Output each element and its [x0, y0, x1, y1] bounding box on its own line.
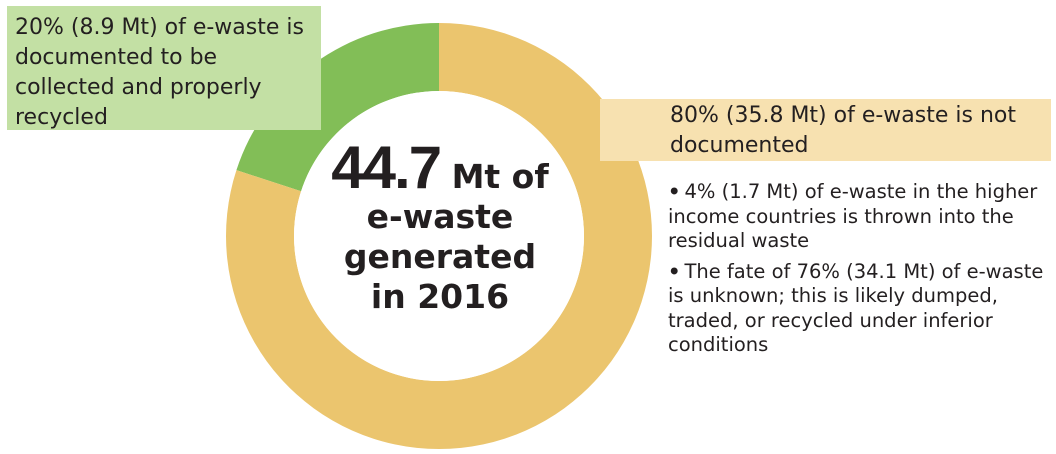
donut-hole — [294, 91, 584, 381]
center-line-2: e-waste — [366, 197, 514, 236]
bullet-item: • 4% (1.7 Mt) of e-waste in the higher in… — [668, 180, 1038, 252]
total-unit: Mt of — [451, 157, 549, 196]
center-line-3: generated — [343, 237, 537, 276]
total-number: 44.7 — [331, 134, 442, 201]
slice-not-documented — [226, 23, 652, 449]
fate-bullet-list: • 4% (1.7 Mt) of e-waste in the higher in… — [668, 180, 1054, 364]
slice-documented-recycled — [236, 23, 439, 192]
not-documented-callout: 80% (35.8 Mt) of e-waste is not document… — [600, 99, 1051, 161]
bullet-text-unknown: The fate of 76% (34.1 Mt) of e-waste is … — [668, 259, 1044, 357]
center-line-4: in 2016 — [370, 277, 510, 316]
center-label: 44.7 Mt of e-waste generated in 2016 — [296, 138, 584, 317]
bullet-text-residual: 4% (1.7 Mt) of e-waste in the higher inc… — [668, 180, 1038, 252]
bullet-item: • The fate of 76% (34.1 Mt) of e-waste is… — [668, 259, 1044, 357]
documented-callout: 20% (8.9 Mt) of e-waste is documented to… — [7, 6, 321, 130]
